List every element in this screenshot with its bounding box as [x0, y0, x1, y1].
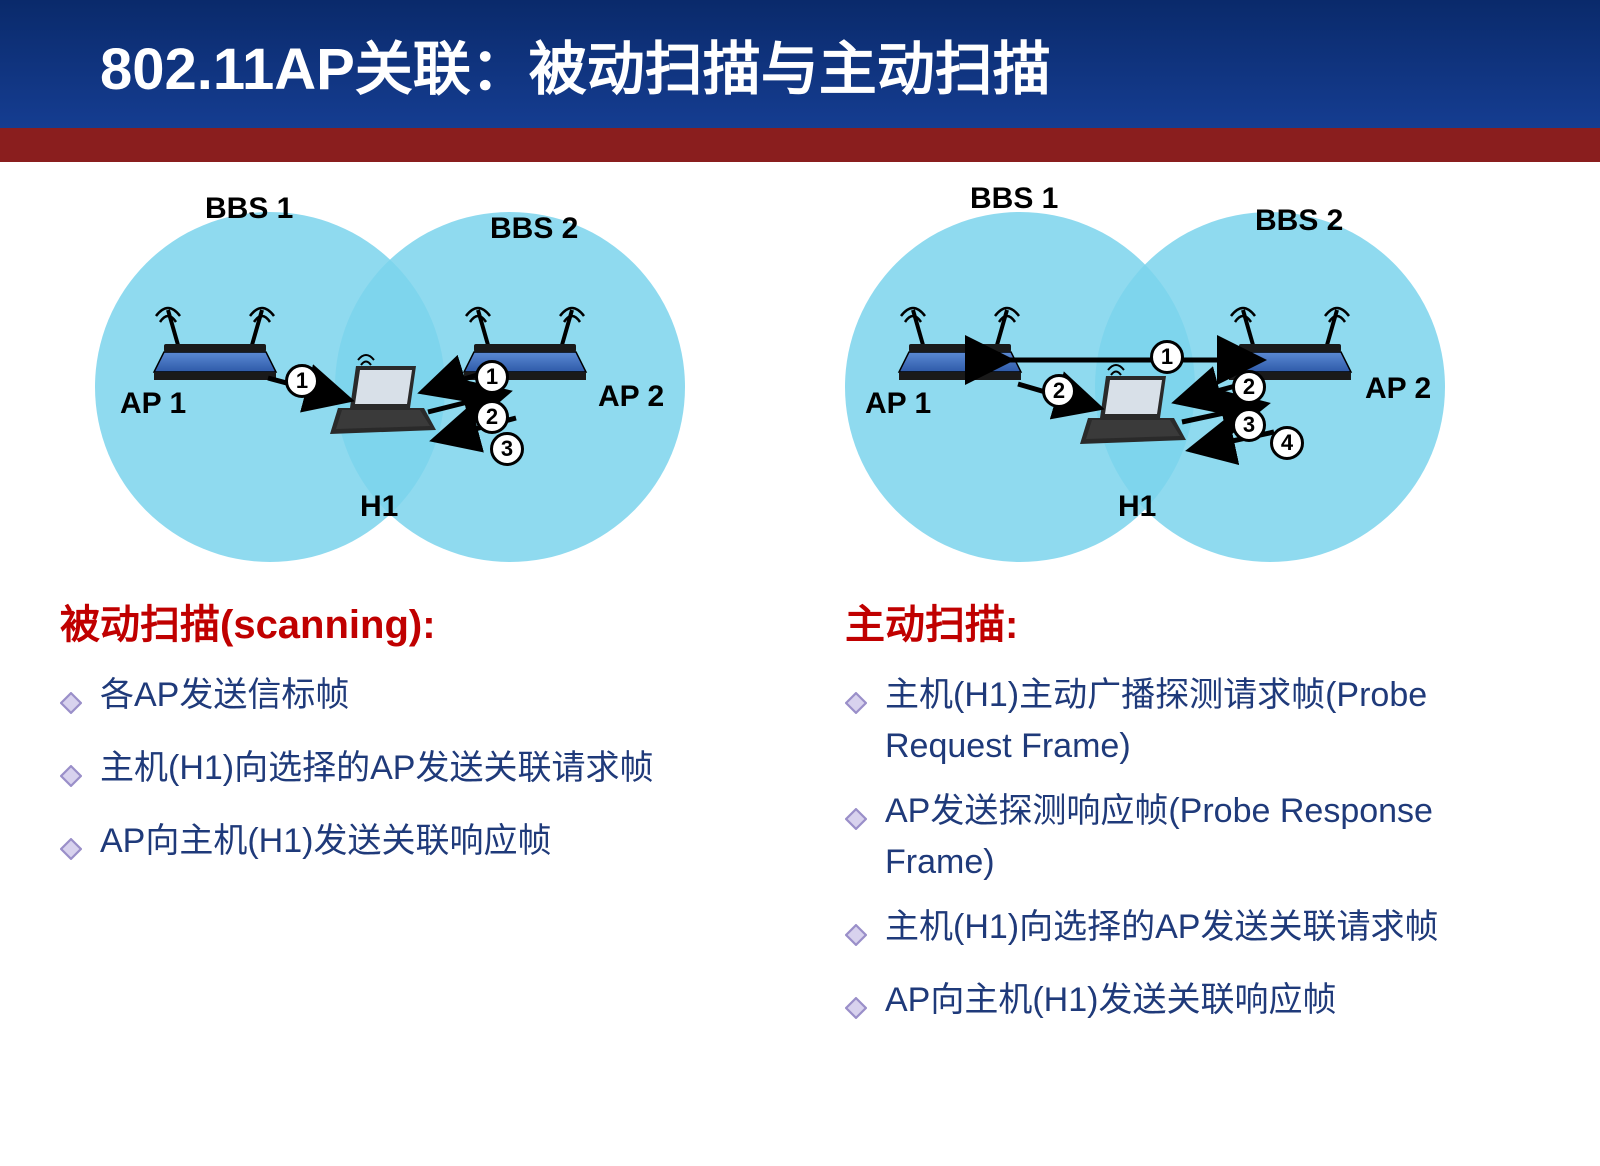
diamond-bullet-icon	[845, 678, 867, 729]
step-badge: 3	[1232, 408, 1266, 442]
list-item: 各AP发送信标帧	[60, 670, 755, 729]
host-label: H1	[1118, 490, 1156, 524]
list-item: AP发送探测响应帧(Probe Response Frame)	[845, 786, 1540, 888]
host-laptop-icon	[330, 352, 440, 442]
list-item-text: 各AP发送信标帧	[100, 670, 349, 721]
active-scan-diagram: BBS 1 BBS 2 AP 1 AP 2 H1 1 2 2 34	[780, 182, 1530, 572]
step-badge: 1	[475, 360, 509, 394]
step-badge: 1	[1150, 340, 1184, 374]
list-item-text: AP发送探测响应帧(Probe Response Frame)	[885, 786, 1540, 888]
bbs1-label: BBS 1	[970, 182, 1058, 216]
step-badge: 2	[1232, 370, 1266, 404]
step-badge: 1	[285, 364, 319, 398]
red-separator-bar	[0, 128, 1600, 162]
passive-scan-column: 被动扫描(scanning): 各AP发送信标帧 主机(H1)向选择的AP发送关…	[60, 592, 755, 1048]
diamond-bullet-icon	[60, 751, 82, 802]
passive-scan-diagram: BBS 1 BBS 2 AP 1 AP 2 H1 1 1 23	[30, 182, 780, 572]
list-item: AP向主机(H1)发送关联响应帧	[845, 975, 1540, 1034]
list-item: 主机(H1)向选择的AP发送关联请求帧	[60, 743, 755, 802]
active-scan-title: 主动扫描:	[845, 592, 1540, 650]
diamond-bullet-icon	[845, 794, 867, 845]
diagrams-row: BBS 1BBS 2AP 1AP 2H11123	[0, 162, 1600, 592]
diamond-bullet-icon	[60, 678, 82, 729]
ap1-router-icon	[150, 302, 280, 392]
bbs1-label: BBS 1	[205, 192, 293, 226]
list-item-text: AP向主机(H1)发送关联响应帧	[100, 816, 551, 867]
diamond-bullet-icon	[845, 983, 867, 1034]
ap1-router-icon	[895, 302, 1025, 392]
ap2-label: AP 2	[598, 380, 664, 414]
active-scan-list: 主机(H1)主动广播探测请求帧(Probe Request Frame) AP发…	[845, 670, 1540, 1034]
list-item: 主机(H1)主动广播探测请求帧(Probe Request Frame)	[845, 670, 1540, 772]
step-badge: 4	[1270, 426, 1304, 460]
host-label: H1	[360, 490, 398, 524]
passive-scan-title: 被动扫描(scanning):	[60, 592, 755, 650]
list-item-text: 主机(H1)向选择的AP发送关联请求帧	[100, 743, 653, 794]
passive-scan-list: 各AP发送信标帧 主机(H1)向选择的AP发送关联请求帧 AP向主机(H1)发送…	[60, 670, 755, 875]
host-laptop-icon	[1080, 362, 1190, 452]
ap2-label: AP 2	[1365, 372, 1431, 406]
step-badge: 2	[1042, 374, 1076, 408]
diamond-bullet-icon	[60, 824, 82, 875]
ap1-label: AP 1	[120, 387, 186, 421]
slide-title: 802.11AP关联：被动扫描与主动扫描	[100, 22, 1051, 106]
slide-header: 802.11AP关联：被动扫描与主动扫描	[0, 0, 1600, 128]
active-scan-column: 主动扫描: 主机(H1)主动广播探测请求帧(Probe Request Fram…	[845, 592, 1540, 1048]
list-item: AP向主机(H1)发送关联响应帧	[60, 816, 755, 875]
list-item: 主机(H1)向选择的AP发送关联请求帧	[845, 902, 1540, 961]
step-badge: 3	[490, 432, 524, 466]
diamond-bullet-icon	[845, 910, 867, 961]
list-item-text: AP向主机(H1)发送关联响应帧	[885, 975, 1336, 1026]
step-badge: 2	[475, 400, 509, 434]
list-item-text: 主机(H1)主动广播探测请求帧(Probe Request Frame)	[885, 670, 1540, 772]
bbs2-label: BBS 2	[1255, 204, 1343, 238]
ap1-label: AP 1	[865, 387, 931, 421]
bbs2-label: BBS 2	[490, 212, 578, 246]
content-row: 被动扫描(scanning): 各AP发送信标帧 主机(H1)向选择的AP发送关…	[0, 592, 1600, 1048]
list-item-text: 主机(H1)向选择的AP发送关联请求帧	[885, 902, 1438, 953]
